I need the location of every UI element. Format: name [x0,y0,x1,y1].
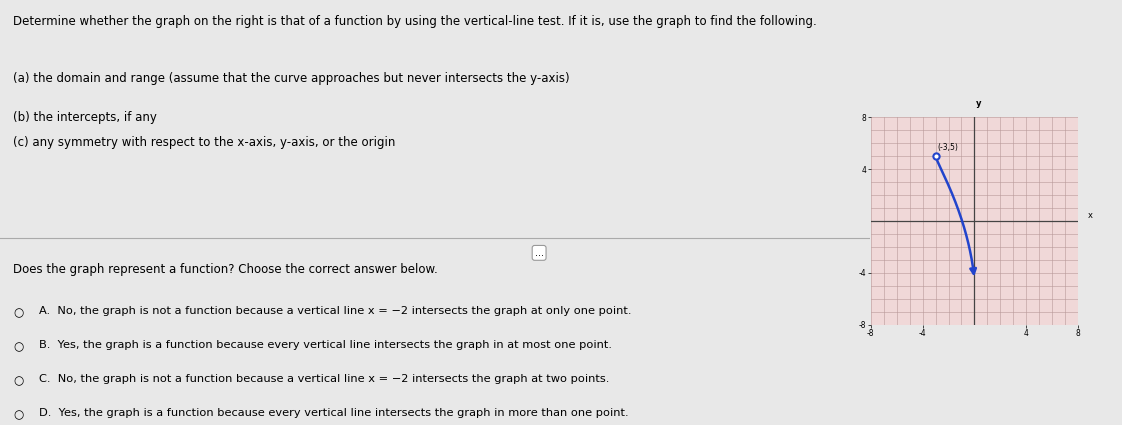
Text: ○: ○ [13,408,24,421]
Text: ...: ... [534,248,544,258]
Text: y: y [976,99,981,108]
Text: (-3,5): (-3,5) [938,143,958,152]
Text: C.  No, the graph is not a function because a vertical line x = −2 intersects th: C. No, the graph is not a function becau… [39,374,609,384]
Text: (c) any symmetry with respect to the x-axis, y-axis, or the origin: (c) any symmetry with respect to the x-a… [13,136,395,149]
Text: ○: ○ [13,306,24,319]
Text: (b) the intercepts, if any: (b) the intercepts, if any [13,110,157,124]
Text: B.  Yes, the graph is a function because every vertical line intersects the grap: B. Yes, the graph is a function because … [39,340,613,350]
Text: A.  No, the graph is not a function because a vertical line x = −2 intersects th: A. No, the graph is not a function becau… [39,306,632,316]
Text: Does the graph represent a function? Choose the correct answer below.: Does the graph represent a function? Cho… [13,264,438,277]
Text: ○: ○ [13,374,24,387]
Text: (a) the domain and range (assume that the curve approaches but never intersects : (a) the domain and range (assume that th… [13,72,570,85]
Text: x: x [1087,211,1093,220]
Text: ○: ○ [13,340,24,353]
Text: Determine whether the graph on the right is that of a function by using the vert: Determine whether the graph on the right… [13,15,817,28]
Text: D.  Yes, the graph is a function because every vertical line intersects the grap: D. Yes, the graph is a function because … [39,408,628,418]
